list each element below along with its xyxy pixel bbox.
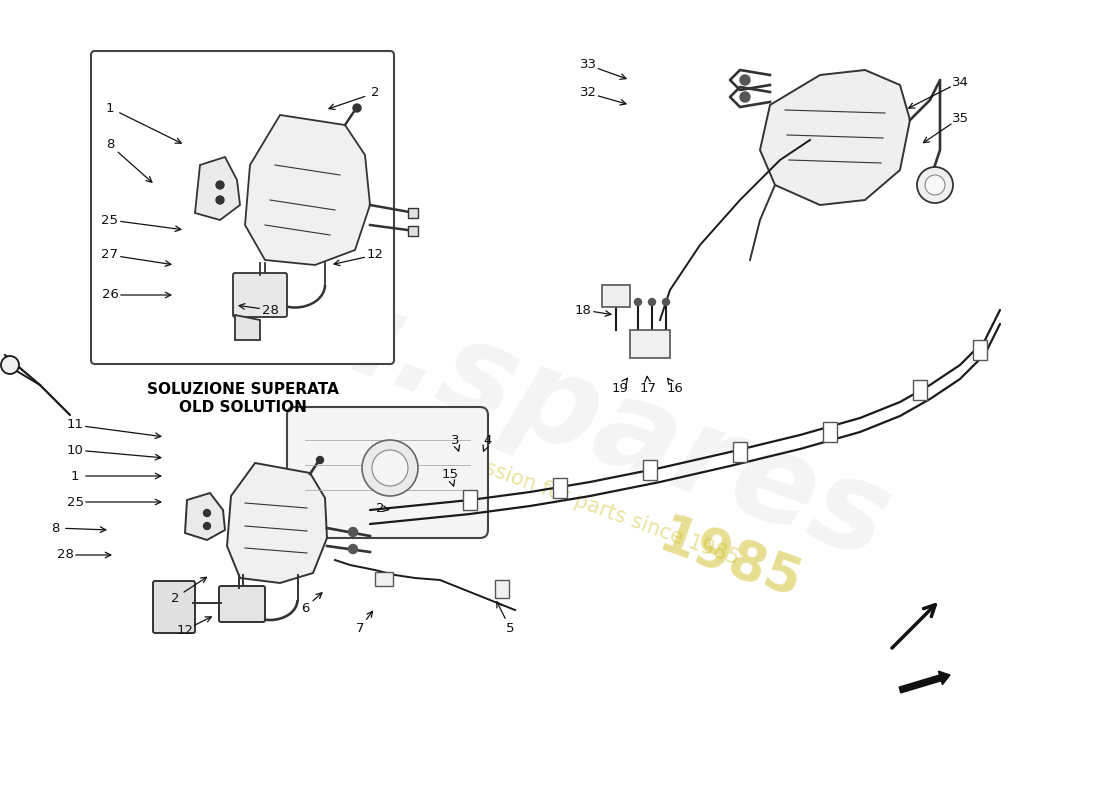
Bar (553, 478, 566, 498)
Text: 16: 16 (667, 382, 683, 394)
Text: 2: 2 (170, 591, 179, 605)
Text: 3: 3 (451, 434, 460, 446)
Text: 4: 4 (484, 434, 492, 446)
Bar (974, 340, 987, 360)
Text: 27: 27 (101, 249, 119, 262)
Circle shape (317, 457, 323, 463)
Text: 19: 19 (612, 382, 628, 394)
Text: 8: 8 (106, 138, 114, 151)
Text: 12: 12 (176, 623, 194, 637)
Text: a passion for parts since 1985: a passion for parts since 1985 (439, 442, 741, 568)
Text: eu.spares: eu.spares (214, 235, 905, 585)
Polygon shape (235, 315, 260, 340)
Circle shape (372, 450, 408, 486)
FancyArrow shape (899, 671, 950, 693)
Circle shape (204, 522, 210, 530)
Text: 34: 34 (952, 75, 968, 89)
Circle shape (204, 510, 210, 517)
Circle shape (353, 104, 361, 112)
Text: 11: 11 (66, 418, 84, 431)
Circle shape (662, 298, 670, 306)
Bar (733, 442, 747, 462)
Text: SOLUZIONE SUPERATA: SOLUZIONE SUPERATA (146, 382, 339, 397)
Bar (463, 490, 477, 510)
Text: 26: 26 (101, 289, 119, 302)
FancyBboxPatch shape (287, 407, 488, 538)
Text: 1: 1 (106, 102, 114, 114)
Circle shape (649, 298, 656, 306)
Circle shape (1, 356, 19, 374)
Polygon shape (245, 115, 370, 265)
Polygon shape (185, 493, 226, 540)
Text: 7: 7 (355, 622, 364, 634)
Bar (495, 580, 509, 598)
Circle shape (216, 196, 224, 204)
Text: 1985: 1985 (652, 510, 807, 610)
Polygon shape (760, 70, 910, 205)
Circle shape (349, 527, 358, 537)
Text: 2: 2 (371, 86, 380, 99)
Bar (408, 226, 418, 236)
Bar (630, 330, 670, 358)
Circle shape (362, 440, 418, 496)
Circle shape (917, 167, 953, 203)
FancyBboxPatch shape (91, 51, 394, 364)
Text: 33: 33 (580, 58, 596, 71)
Bar (644, 460, 657, 480)
Text: 1: 1 (70, 470, 79, 482)
Text: 35: 35 (952, 111, 968, 125)
Text: 2: 2 (376, 502, 384, 514)
Text: 5: 5 (506, 622, 515, 634)
Text: 15: 15 (441, 469, 459, 482)
Text: 12: 12 (366, 249, 384, 262)
Text: 10: 10 (67, 443, 84, 457)
Text: 18: 18 (574, 303, 592, 317)
Bar (375, 572, 393, 586)
Circle shape (349, 545, 358, 554)
Text: 17: 17 (639, 382, 657, 394)
Circle shape (740, 92, 750, 102)
Polygon shape (227, 463, 327, 583)
Text: 6: 6 (300, 602, 309, 614)
Text: 28: 28 (56, 549, 74, 562)
Bar (913, 380, 927, 400)
Circle shape (635, 298, 641, 306)
Polygon shape (195, 157, 240, 220)
Circle shape (740, 75, 750, 85)
Bar (408, 208, 418, 218)
FancyBboxPatch shape (233, 273, 287, 317)
Circle shape (216, 181, 224, 189)
FancyBboxPatch shape (219, 586, 265, 622)
Text: 25: 25 (66, 495, 84, 509)
Bar (602, 285, 630, 307)
Bar (823, 422, 837, 442)
Text: OLD SOLUTION: OLD SOLUTION (178, 400, 307, 415)
Text: 32: 32 (580, 86, 596, 99)
FancyBboxPatch shape (153, 581, 195, 633)
Circle shape (925, 175, 945, 195)
Text: 8: 8 (51, 522, 59, 534)
Text: 25: 25 (101, 214, 119, 226)
Text: 28: 28 (262, 303, 278, 317)
